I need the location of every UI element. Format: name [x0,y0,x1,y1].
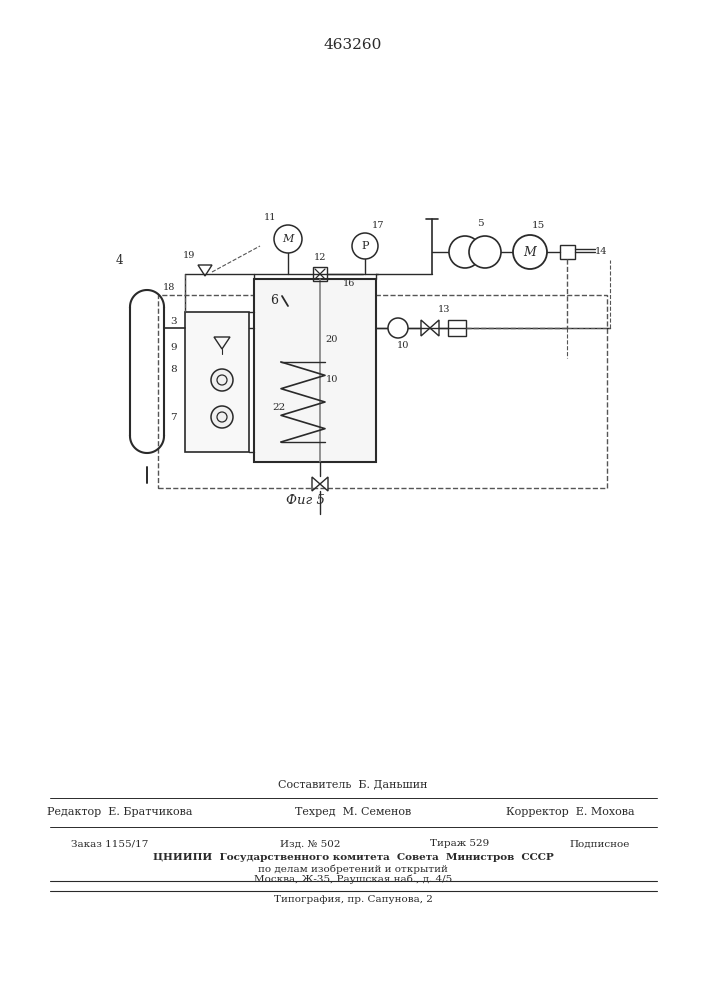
Bar [185,312,249,452]
Text: 22: 22 [272,402,286,412]
Text: Типография, пр. Сапунова, 2: Типография, пр. Сапунова, 2 [274,896,433,904]
Circle shape [513,235,547,269]
Text: по делам изобретений и открытий: по делам изобретений и открытий [258,864,448,874]
Text: Редактор  Е. Братчикова: Редактор Е. Братчикова [47,807,193,817]
Text: 16: 16 [343,278,355,288]
Circle shape [217,412,227,422]
Text: Москва, Ж-35, Раушская наб., д. 4/5: Москва, Ж-35, Раушская наб., д. 4/5 [254,874,452,884]
Circle shape [274,225,302,253]
Text: P: P [361,241,369,251]
Text: 5: 5 [477,220,484,229]
Text: 18: 18 [163,284,175,292]
Text: 9: 9 [170,342,177,352]
Bar [448,320,466,336]
Text: 8: 8 [170,364,177,373]
Text: 15: 15 [532,222,544,231]
Bar [254,279,376,462]
Text: Составитель  Б. Даньшин: Составитель Б. Даньшин [279,779,428,789]
Bar [313,267,327,281]
Text: 10: 10 [326,374,338,383]
Text: Техред  М. Семенов: Техред М. Семенов [295,807,411,817]
Text: 7: 7 [170,412,177,422]
Circle shape [217,375,227,385]
Text: 11: 11 [264,213,276,222]
Text: ЦНИИПИ  Государственного комитета  Совета  Министров  СССР: ЦНИИПИ Государственного комитета Совета … [153,854,554,862]
Circle shape [211,369,233,391]
Text: 463260: 463260 [324,38,382,52]
Text: Заказ 1155/17: Заказ 1155/17 [71,840,148,848]
Text: Фиг 5: Фиг 5 [286,493,325,506]
Bar [158,295,607,488]
Circle shape [352,233,378,259]
Circle shape [211,406,233,428]
Text: 4: 4 [115,253,123,266]
Text: Тираж 529: Тираж 529 [431,840,490,848]
Text: 13: 13 [438,306,450,314]
Text: Подписное: Подписное [570,840,630,848]
Circle shape [388,318,408,338]
Bar [560,245,575,259]
Text: Изд. № 502: Изд. № 502 [280,840,340,848]
Text: 10: 10 [397,342,409,351]
Text: Корректор  Е. Мохова: Корректор Е. Мохова [506,807,634,817]
Text: 6: 6 [270,294,278,308]
Text: 17: 17 [372,222,384,231]
Text: 19: 19 [183,251,195,260]
Text: 20: 20 [326,334,338,344]
Text: M: M [524,245,537,258]
Text: 12: 12 [314,252,326,261]
Text: 14: 14 [595,247,607,256]
Text: 3: 3 [170,318,177,326]
Circle shape [469,236,501,268]
Circle shape [449,236,481,268]
Text: M: M [282,234,293,244]
